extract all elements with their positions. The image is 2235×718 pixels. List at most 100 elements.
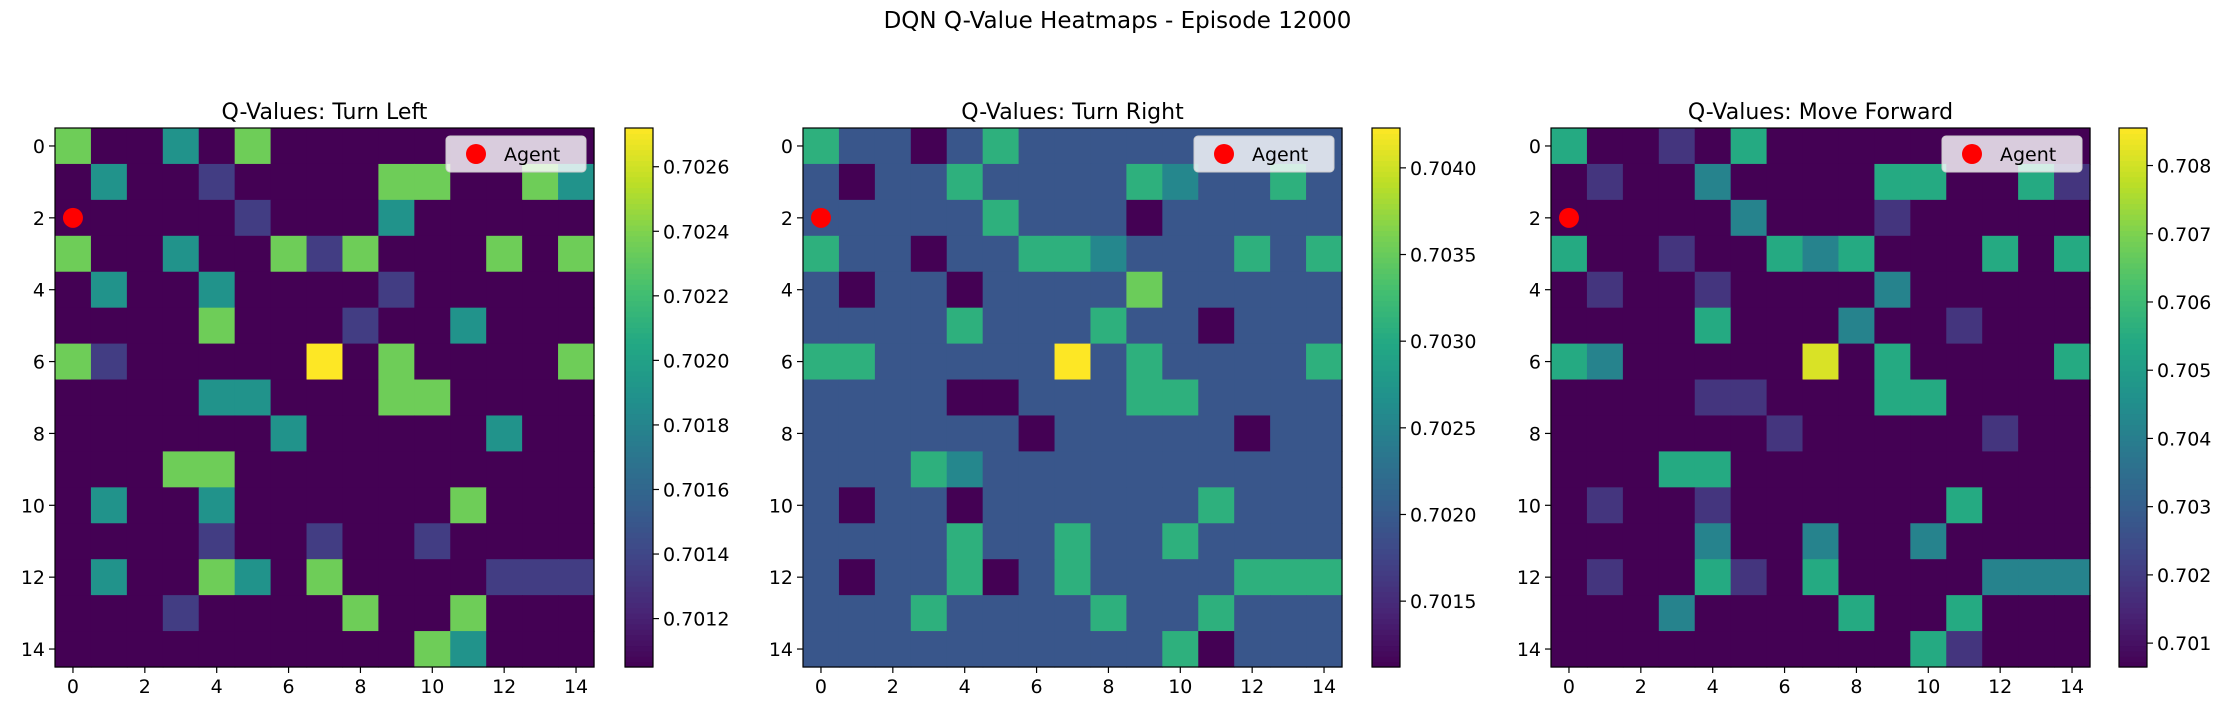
colorbar-segment xyxy=(1372,230,1400,237)
x-tick-label: 4 xyxy=(1707,676,1719,698)
colorbar-segment xyxy=(1372,187,1400,194)
heatmap-cell xyxy=(982,343,1020,381)
heatmap-cell xyxy=(270,595,308,632)
heatmap-cell xyxy=(1586,163,1624,201)
colorbar-segment xyxy=(625,478,653,485)
colorbar-segment xyxy=(625,386,653,393)
colorbar-segment xyxy=(1372,257,1400,264)
colorbar-segment xyxy=(2119,499,2147,506)
heatmap-cell xyxy=(1838,631,1875,668)
heatmap-cell xyxy=(270,379,308,417)
colorbar-segment xyxy=(2119,214,2147,221)
colorbar-tick-label: 0.701 xyxy=(2157,633,2211,655)
heatmap-cell xyxy=(1234,415,1271,452)
colorbar-segment xyxy=(2119,397,2147,404)
colorbar-segment xyxy=(2119,489,2147,496)
heatmap-cell xyxy=(378,271,415,309)
heatmap-cell xyxy=(1910,487,1947,524)
heatmap-cell xyxy=(874,379,912,417)
heatmap-cell xyxy=(378,451,415,488)
heatmap-cell xyxy=(1018,128,1056,165)
heatmap-cell xyxy=(1551,163,1588,201)
heatmap-cell xyxy=(1766,523,1804,560)
colorbar-segment xyxy=(1372,580,1400,587)
heatmap-cell xyxy=(522,451,559,488)
heatmap-cell xyxy=(1586,271,1624,309)
colorbar-segment xyxy=(1372,521,1400,528)
colorbar-tick-label: 0.706 xyxy=(2157,292,2211,314)
colorbar-segment xyxy=(2119,138,2147,145)
heatmap-cell xyxy=(1234,199,1271,237)
colorbar-segment xyxy=(2119,338,2147,345)
colorbar-segment xyxy=(2119,386,2147,393)
colorbar-segment xyxy=(625,171,653,178)
heatmap-cell xyxy=(874,451,912,488)
colorbar-segment xyxy=(1372,295,1400,302)
heatmap-cell xyxy=(1198,307,1235,345)
heatmap-cell xyxy=(270,307,308,345)
colorbar-segment xyxy=(2119,402,2147,409)
colorbar-segment xyxy=(1372,537,1400,544)
heatmap-cell xyxy=(378,128,415,165)
heatmap-cell xyxy=(342,343,379,381)
heatmap-cell xyxy=(1162,379,1199,417)
heatmap-cell xyxy=(1874,307,1911,345)
heatmap-cell xyxy=(1162,307,1199,345)
x-tick-label: 2 xyxy=(887,676,899,698)
colorbar-segment xyxy=(625,289,653,296)
heatmap-cell xyxy=(126,199,164,237)
heatmap-cell xyxy=(90,451,128,488)
colorbar-segment xyxy=(2119,408,2147,415)
heatmap-cell xyxy=(198,451,236,488)
heatmap-cell xyxy=(1198,595,1235,632)
colorbar-segment xyxy=(625,300,653,307)
heatmap-cell xyxy=(270,235,308,273)
heatmap-cell xyxy=(1658,451,1696,488)
colorbar-segment xyxy=(625,510,653,517)
legend-label: Agent xyxy=(1252,144,1308,166)
y-tick-label: 4 xyxy=(781,280,793,302)
colorbar-segment xyxy=(1372,246,1400,253)
y-tick-label: 14 xyxy=(21,639,45,661)
colorbar-segment xyxy=(2119,295,2147,302)
colorbar-segment xyxy=(2119,440,2147,447)
colorbar-segment xyxy=(1372,467,1400,474)
heatmap-cell xyxy=(1306,307,1343,345)
heatmap-cell xyxy=(1551,523,1588,560)
colorbar-segment xyxy=(2119,284,2147,291)
colorbar-segment xyxy=(2119,311,2147,318)
colorbar-segment xyxy=(1372,634,1400,641)
heatmap-cell xyxy=(342,451,379,488)
colorbar-tick-label: 0.707 xyxy=(2157,224,2211,246)
heatmap-cell xyxy=(1551,379,1588,417)
colorbar-segment xyxy=(625,235,653,242)
heatmap-cell xyxy=(1838,163,1875,201)
colorbar-segment xyxy=(2119,446,2147,452)
heatmap-cell xyxy=(1018,163,1056,201)
colorbar-segment xyxy=(2119,526,2147,533)
colorbar-segment xyxy=(1372,370,1400,377)
heatmap-cell xyxy=(90,199,128,237)
heatmap-cell xyxy=(1910,451,1947,488)
heatmap-cell xyxy=(838,163,876,201)
colorbar-segment xyxy=(1372,208,1400,215)
colorbar-segment xyxy=(1372,575,1400,582)
colorbar-segment xyxy=(625,575,653,582)
heatmap-cell xyxy=(306,595,344,632)
colorbar-segment xyxy=(2119,424,2147,431)
heatmap-cell xyxy=(874,343,912,381)
heatmap-cell xyxy=(838,631,876,668)
heatmap-cell xyxy=(1658,631,1696,668)
heatmap-cell xyxy=(1234,343,1271,381)
heatmap-cell xyxy=(946,343,984,381)
heatmap-cell xyxy=(1946,307,1983,345)
colorbar-segment xyxy=(1372,311,1400,318)
heatmap-cell xyxy=(2054,523,2091,560)
colorbar-segment xyxy=(2119,133,2147,140)
heatmap-cell xyxy=(1838,307,1875,345)
heatmap-cell xyxy=(1838,271,1875,309)
colorbar-segment xyxy=(625,149,653,156)
heatmap-cell xyxy=(1126,128,1163,165)
colorbar-segment xyxy=(1372,171,1400,178)
colorbar-segment xyxy=(1372,332,1400,339)
